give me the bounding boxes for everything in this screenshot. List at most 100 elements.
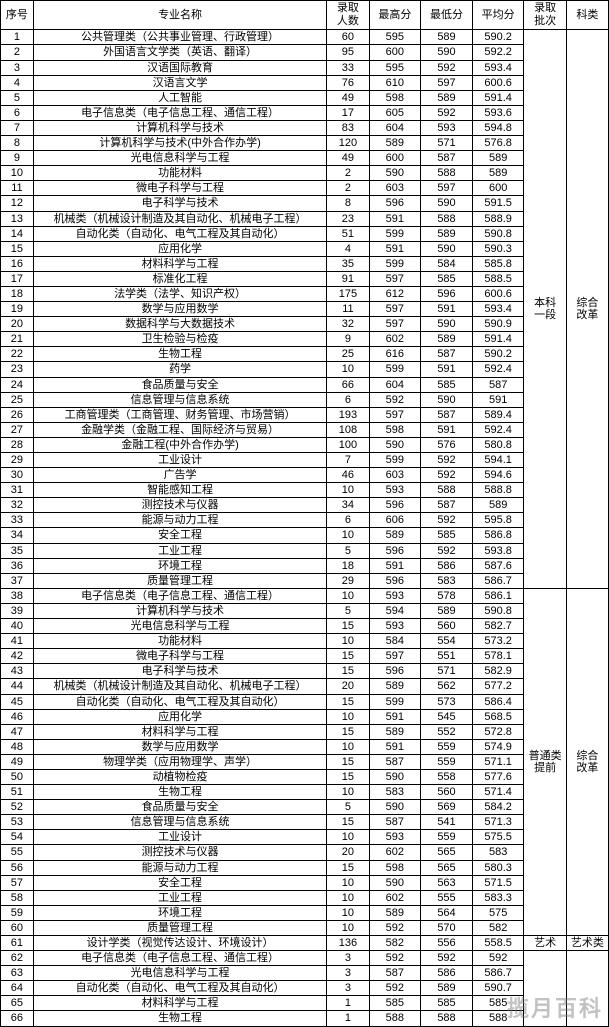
cell-major: 数据科学与大数据技术	[33, 317, 326, 332]
cell-idx: 34	[1, 528, 34, 543]
cell-avg: 571.1	[472, 754, 524, 769]
cell-major: 卫生检验与检疫	[33, 332, 326, 347]
cell-min: 590	[421, 196, 473, 211]
cell-avg: 588.5	[472, 271, 524, 286]
cell-count: 20	[327, 845, 369, 860]
cell-idx: 14	[1, 226, 34, 241]
cell-avg: 575	[472, 905, 524, 920]
cell-major: 机械类（机械设计制造及其自动化、机械电子工程）	[33, 679, 326, 694]
table-row: 64自动化类（自动化、电气工程及其自动化）3592589590.7	[1, 981, 609, 996]
cell-min: 556	[421, 936, 473, 951]
table-row: 16材料科学与工程35599584585.8	[1, 256, 609, 271]
cell-idx: 3	[1, 60, 34, 75]
cell-idx: 53	[1, 815, 34, 830]
cell-max: 616	[369, 347, 421, 362]
cell-major: 材料科学与工程	[33, 256, 326, 271]
cell-max: 602	[369, 332, 421, 347]
cell-max: 602	[369, 890, 421, 905]
cell-avg: 588.8	[472, 483, 524, 498]
cell-major: 能源与动力工程	[33, 860, 326, 875]
cell-idx: 49	[1, 754, 34, 769]
cell-major: 能源与动力工程	[33, 513, 326, 528]
cell-count: 3	[327, 951, 369, 966]
cell-major: 物理学类（应用物理学、声学）	[33, 754, 326, 769]
cell-major: 环境工程	[33, 558, 326, 573]
cell-max: 596	[369, 196, 421, 211]
cell-avg: 593.6	[472, 105, 524, 120]
table-row: 36环境工程18591586587.6	[1, 558, 609, 573]
cell-idx: 10	[1, 166, 34, 181]
table-row: 14自动化类（自动化、电气工程及其自动化）51599589590.8	[1, 226, 609, 241]
cell-idx: 12	[1, 196, 34, 211]
cell-count: 10	[327, 528, 369, 543]
cell-count: 15	[327, 694, 369, 709]
cell-count: 9	[327, 332, 369, 347]
cell-major: 电子信息类（电子信息工程、通信工程）	[33, 105, 326, 120]
cell-max: 589	[369, 136, 421, 151]
cell-count: 17	[327, 105, 369, 120]
cell-min: 560	[421, 785, 473, 800]
cell-major: 人工智能	[33, 90, 326, 105]
table-row: 39计算机科学与技术5594589590.8	[1, 603, 609, 618]
table-row: 45自动化类（自动化、电气工程及其自动化）15599573586.4	[1, 694, 609, 709]
cell-count: 49	[327, 151, 369, 166]
hdr-cat: 科类	[566, 1, 608, 30]
table-row: 53信息管理与信息系统15587541571.3	[1, 815, 609, 830]
cell-idx: 26	[1, 407, 34, 422]
table-row: 26工商管理类（工商管理、财务管理、市场营销）193597587589.4	[1, 407, 609, 422]
table-row: 56能源与动力工程15598565580.3	[1, 860, 609, 875]
table-row: 15应用化学4591590590.3	[1, 241, 609, 256]
cell-avg: 575.5	[472, 830, 524, 845]
cell-min: 559	[421, 739, 473, 754]
table-row: 3汉语国际教育33595592593.4	[1, 60, 609, 75]
cell-idx: 47	[1, 724, 34, 739]
cell-avg: 590.9	[472, 317, 524, 332]
cell-max: 583	[369, 785, 421, 800]
admissions-table: 序号 专业名称 录取人数 最高分 最低分 平均分 录取批次 科类 1公共管理类（…	[0, 0, 609, 1027]
cell-min: 583	[421, 573, 473, 588]
cell-idx: 16	[1, 256, 34, 271]
cell-idx: 58	[1, 890, 34, 905]
cell-major: 电子科学与技术	[33, 664, 326, 679]
table-row: 11微电子科学与工程2603597600	[1, 181, 609, 196]
cell-major: 设计学类（视觉传达设计、环境设计）	[33, 936, 326, 951]
cell-max: 587	[369, 754, 421, 769]
table-row: 55测控技术与仪器20602565583	[1, 845, 609, 860]
cell-count: 10	[327, 875, 369, 890]
cell-max: 587	[369, 966, 421, 981]
cell-major: 电子信息类（电子信息工程、通信工程）	[33, 588, 326, 603]
cell-max: 590	[369, 769, 421, 784]
cell-avg: 591.4	[472, 332, 524, 347]
cell-idx: 15	[1, 241, 34, 256]
cell-idx: 24	[1, 377, 34, 392]
table-row: 18法学类（法学、知识产权）175612596600.6	[1, 286, 609, 301]
cell-idx: 55	[1, 845, 34, 860]
cell-max: 597	[369, 271, 421, 286]
cell-min: 588	[421, 166, 473, 181]
cell-max: 589	[369, 905, 421, 920]
cell-max: 592	[369, 920, 421, 935]
cell-major: 工业设计	[33, 830, 326, 845]
cell-count: 15	[327, 754, 369, 769]
cell-min: 560	[421, 619, 473, 634]
cell-major: 光电信息科学与工程	[33, 151, 326, 166]
cell-major: 药学	[33, 362, 326, 377]
table-row: 60质量管理工程10592570582	[1, 920, 609, 935]
cell-min: 562	[421, 679, 473, 694]
cell-min: 587	[421, 347, 473, 362]
cell-max: 596	[369, 543, 421, 558]
cell-max: 587	[369, 815, 421, 830]
cell-min: 585	[421, 996, 473, 1011]
cell-idx: 52	[1, 800, 34, 815]
cell-idx: 61	[1, 936, 34, 951]
cell-count: 100	[327, 437, 369, 452]
cell-count: 5	[327, 543, 369, 558]
cell-min: 563	[421, 875, 473, 890]
cell-min: 564	[421, 905, 473, 920]
cell-major: 安全工程	[33, 875, 326, 890]
cell-major: 计算机科学与技术	[33, 603, 326, 618]
cell-idx: 33	[1, 513, 34, 528]
cell-max: 606	[369, 513, 421, 528]
cell-avg: 593.4	[472, 60, 524, 75]
table-row: 21卫生检验与检疫9602589591.4	[1, 332, 609, 347]
